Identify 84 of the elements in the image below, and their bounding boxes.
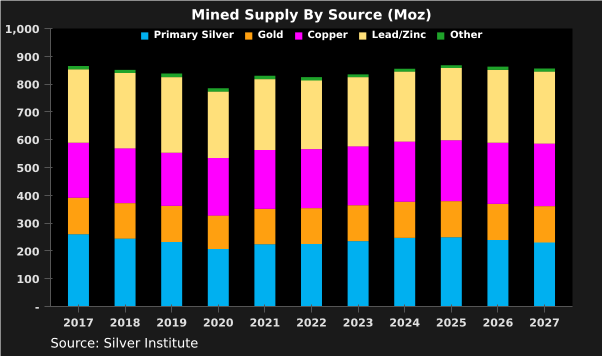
bar bbox=[440, 65, 462, 68]
x-tick-label: 2024 bbox=[389, 316, 420, 330]
bar bbox=[440, 201, 462, 238]
bar bbox=[208, 248, 229, 306]
bar bbox=[348, 241, 369, 306]
legend-label: Copper bbox=[307, 30, 348, 41]
y-tick-label: - bbox=[34, 301, 40, 314]
bar bbox=[114, 203, 136, 239]
y-tick-label: 100 bbox=[16, 273, 40, 286]
bar bbox=[161, 242, 182, 306]
bar bbox=[114, 72, 136, 148]
bar bbox=[534, 144, 556, 206]
bar bbox=[114, 148, 136, 204]
bar bbox=[348, 205, 369, 242]
bar bbox=[208, 92, 229, 158]
y-tick-label: 500 bbox=[16, 162, 40, 175]
bar bbox=[161, 152, 182, 206]
bar bbox=[394, 72, 416, 142]
bar bbox=[534, 206, 556, 243]
bar bbox=[487, 66, 508, 70]
bar bbox=[161, 74, 182, 78]
bar bbox=[254, 208, 276, 244]
bar bbox=[348, 77, 369, 146]
y-tick-label: 600 bbox=[16, 134, 40, 148]
bar bbox=[68, 234, 89, 306]
x-tick-label: 2018 bbox=[110, 316, 140, 330]
bar bbox=[254, 150, 276, 209]
bar bbox=[68, 69, 89, 143]
bar bbox=[440, 237, 462, 306]
bar bbox=[254, 244, 276, 306]
bar bbox=[534, 72, 556, 144]
source-note: Source: Silver Institute bbox=[50, 336, 198, 352]
x-tick-label: 2017 bbox=[63, 316, 94, 330]
bar bbox=[301, 77, 322, 80]
y-tick-label: 1,000 bbox=[4, 23, 40, 36]
bar bbox=[114, 70, 136, 73]
bar bbox=[161, 77, 182, 153]
bar bbox=[534, 242, 556, 306]
chart-title: Mined Supply By Source (Moz) bbox=[191, 8, 432, 24]
y-tick-label: 700 bbox=[16, 106, 40, 120]
legend-label: Gold bbox=[258, 30, 284, 41]
bar bbox=[348, 74, 369, 78]
bar bbox=[394, 202, 416, 238]
bar bbox=[68, 142, 89, 198]
bar bbox=[301, 208, 322, 244]
bar bbox=[394, 142, 416, 202]
x-tick-label: 2020 bbox=[202, 316, 234, 330]
legend-label: Lead/Zinc bbox=[372, 30, 426, 41]
x-tick-label: 2022 bbox=[296, 316, 327, 330]
y-tick-label: 800 bbox=[16, 78, 40, 92]
bar bbox=[440, 68, 462, 140]
x-tick-label: 2019 bbox=[156, 316, 187, 330]
bar bbox=[208, 216, 229, 249]
bar bbox=[161, 206, 182, 242]
bar bbox=[487, 142, 508, 204]
bar bbox=[394, 238, 416, 306]
y-tick-label: 400 bbox=[16, 190, 40, 203]
bar bbox=[68, 198, 89, 234]
bar bbox=[487, 204, 508, 240]
y-tick-label: 300 bbox=[16, 218, 40, 231]
bar bbox=[534, 68, 556, 72]
bar bbox=[208, 88, 229, 92]
bar bbox=[487, 70, 508, 143]
legend-label: Other bbox=[450, 30, 482, 41]
y-tick-label: 900 bbox=[16, 50, 40, 64]
x-tick-label: 2025 bbox=[436, 316, 467, 330]
bar bbox=[487, 240, 508, 306]
bar bbox=[254, 79, 276, 150]
legend-label: Primary Silver bbox=[154, 30, 234, 41]
bar bbox=[68, 66, 89, 70]
y-tick-label: 200 bbox=[16, 245, 40, 258]
bar bbox=[440, 140, 462, 202]
x-tick-label: 2023 bbox=[342, 316, 374, 330]
x-tick-label: 2021 bbox=[250, 316, 280, 330]
bar bbox=[301, 244, 322, 306]
x-tick-label: 2026 bbox=[482, 316, 514, 330]
bar bbox=[114, 238, 136, 306]
bar bbox=[301, 149, 322, 208]
x-tick-label: 2027 bbox=[529, 316, 560, 330]
bar bbox=[208, 158, 229, 216]
bar bbox=[254, 76, 276, 80]
bar bbox=[301, 80, 322, 150]
bar bbox=[348, 146, 369, 206]
bar bbox=[394, 68, 416, 72]
